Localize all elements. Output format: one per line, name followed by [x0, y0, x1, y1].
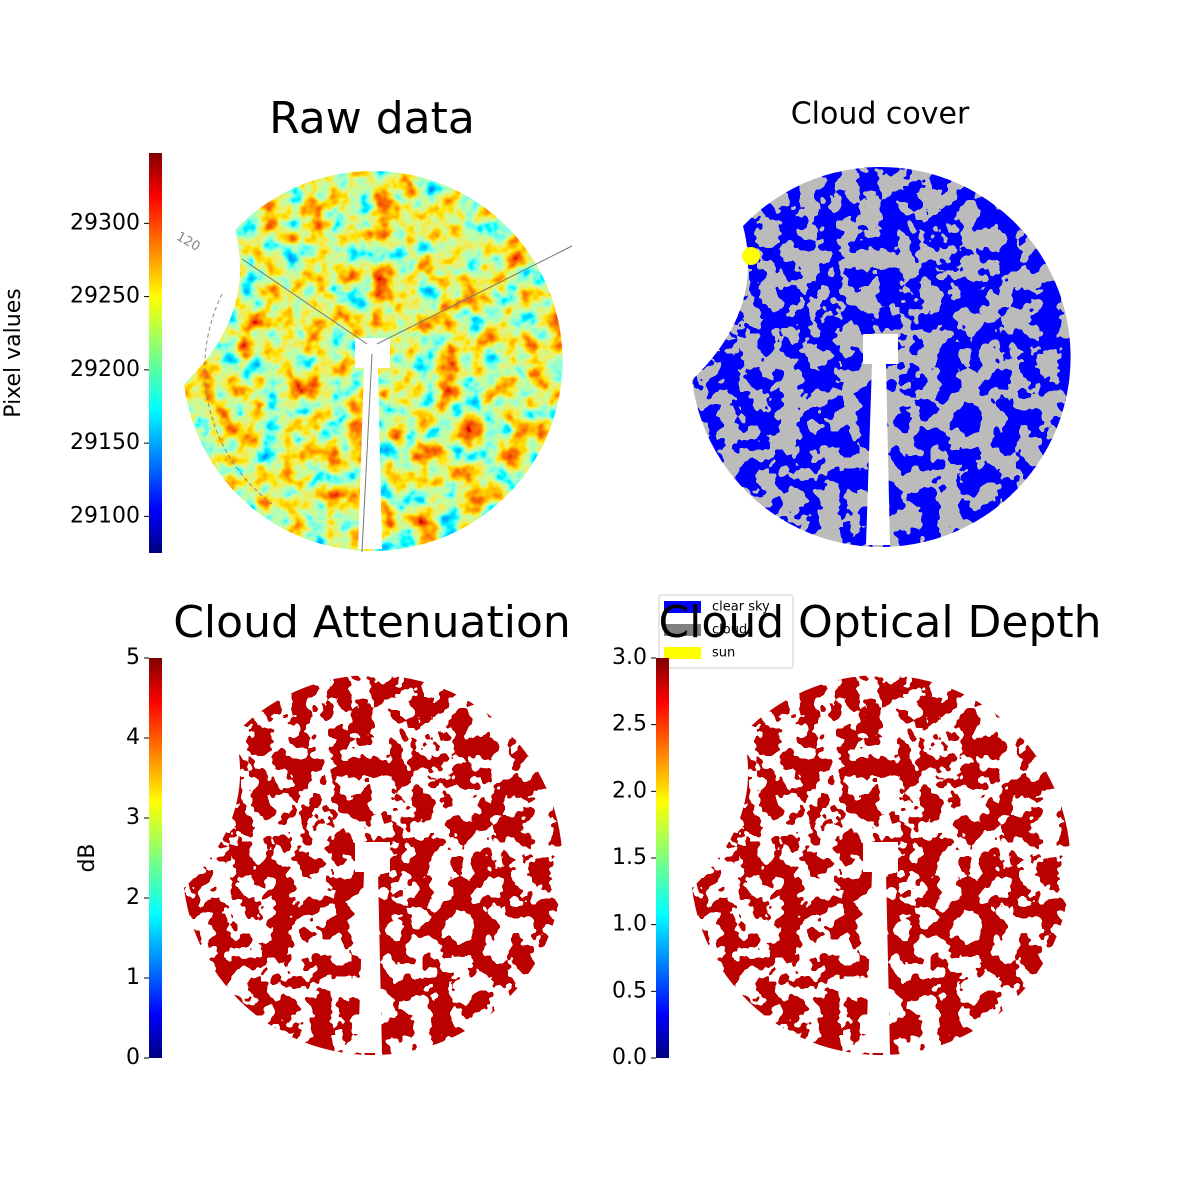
colorbar-tick-label: 2	[126, 885, 140, 910]
panel-title: Raw data	[269, 93, 475, 144]
panel-title: Cloud cover	[791, 97, 970, 132]
panel-title: Cloud Attenuation	[173, 597, 571, 648]
sky-image	[692, 167, 1071, 548]
colorbar-tick-label: 2.0	[612, 778, 647, 803]
colorbar-tick-label: 1.0	[612, 912, 647, 937]
colorbar-tick-label: 4	[126, 725, 140, 750]
legend-label: clear sky	[712, 600, 770, 615]
colorbar-tick-label: 29300	[70, 210, 140, 235]
legend-label: cloud	[712, 623, 747, 638]
azimuth-line	[241, 258, 368, 345]
colorbar-tick-label: 0	[126, 1045, 140, 1070]
mask-block	[355, 338, 390, 368]
azimuth-line	[361, 353, 373, 553]
mask-block	[355, 842, 390, 872]
colorbar-tick-label: 2.5	[612, 712, 647, 737]
colorbar-tick-label: 0.5	[612, 978, 647, 1003]
colorbar-label: dB	[75, 843, 100, 872]
colorbar-tick-label: 29200	[70, 357, 140, 382]
colorbar-tick-label: 3	[126, 805, 140, 830]
panel-title: Cloud Optical Depth	[658, 597, 1101, 648]
sky-image	[184, 675, 563, 1056]
colorbar-tick-label: 1.5	[612, 845, 647, 870]
azimuth-line	[376, 245, 573, 345]
mask-block	[863, 334, 898, 364]
mask-arm	[866, 364, 890, 545]
colorbar-tick-label: 3.0	[612, 645, 647, 670]
annotation: 120	[173, 229, 202, 254]
colorbar-tick-label: 5	[126, 645, 140, 670]
colorbar-tick-label: 29250	[70, 284, 140, 309]
sun-marker	[742, 247, 760, 265]
mask-block	[863, 842, 898, 872]
colorbar-tick-label: 1	[126, 965, 140, 990]
colorbar	[656, 658, 669, 1058]
colorbar-tick-label: 29150	[70, 430, 140, 455]
legend-swatch	[664, 601, 701, 613]
legend-swatch	[664, 624, 701, 636]
sky-image	[184, 171, 573, 553]
colorbar	[149, 658, 162, 1058]
colorbar-tick-label: 0.0	[612, 1045, 647, 1070]
colorbar	[149, 153, 162, 553]
legend-swatch	[664, 647, 701, 659]
sky-image	[692, 675, 1071, 1056]
colorbar-label: Pixel values	[1, 288, 26, 417]
colorbar-tick-label: 29100	[70, 503, 140, 528]
azimuth-ring	[204, 293, 273, 505]
legend-label: sun	[712, 646, 735, 661]
mask-arm	[358, 872, 382, 1053]
mask-arm	[866, 872, 890, 1053]
